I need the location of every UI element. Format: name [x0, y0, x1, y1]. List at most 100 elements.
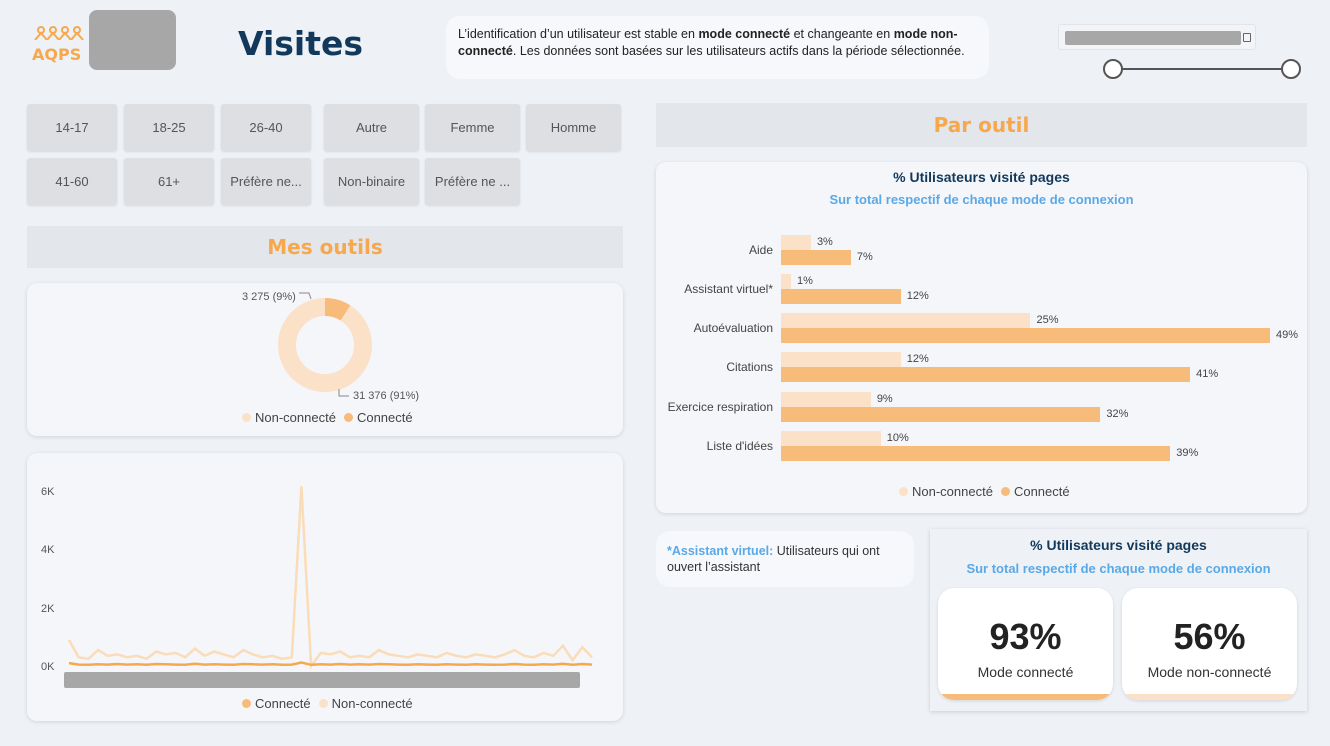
category-label: Assistant virtuel* — [684, 282, 773, 296]
bar-nonconnected[interactable] — [781, 352, 901, 367]
bar-value-label: 41% — [1196, 368, 1219, 380]
bar-value-label: 12% — [906, 290, 929, 302]
bar-nonconnected[interactable] — [781, 274, 791, 289]
date-range-inputs[interactable] — [1058, 24, 1256, 50]
slider-handle-start[interactable] — [1103, 59, 1123, 79]
line-chart — [67, 486, 593, 670]
people-icon — [34, 26, 84, 41]
series-line-nonconnected — [67, 486, 593, 670]
bar-value-label: 49% — [1276, 329, 1299, 341]
bar-nonconnected[interactable] — [781, 313, 1031, 328]
leader-line-small — [299, 292, 312, 300]
logo: AQPS — [32, 26, 88, 64]
legend-label-connected: Connecté — [255, 696, 311, 711]
legend-dot-nonconnected — [242, 413, 251, 422]
kpi-value-nonconnected: 56% — [1173, 616, 1246, 657]
kpi-card-nonconnected: 56% Mode non-connecté — [1122, 588, 1297, 700]
donut-label-nonconnected: 31 376 (91%) — [353, 390, 420, 402]
donut-slice-nonconnected — [278, 298, 372, 392]
redacted-image — [89, 10, 176, 70]
legend-dot-connected — [343, 413, 353, 422]
bar-connected[interactable] — [781, 446, 1171, 461]
y-tick-2k: 2K — [41, 603, 55, 615]
info-bold-2: mode non-connecté — [458, 27, 958, 58]
redacted-dates — [1065, 31, 1241, 45]
kpi-bar-connected — [938, 694, 1113, 700]
bar-value-label: 10% — [886, 432, 909, 444]
leader-line-large — [338, 389, 349, 397]
bar-connected[interactable] — [781, 289, 901, 304]
filter-gender-femme[interactable]: Femme — [425, 104, 520, 151]
info-text-2: et changeante en — [790, 27, 894, 41]
donut-legend: Non-connecté Connecté — [242, 410, 413, 425]
bar-value-label: 7% — [856, 251, 873, 263]
legend-dot-nonconnected — [318, 699, 328, 708]
kpi-label-connected: Mode connecté — [977, 664, 1074, 680]
slider-handle-end[interactable] — [1281, 59, 1301, 79]
bar-value-label: 12% — [906, 353, 929, 365]
category-label: Autoévaluation — [693, 321, 773, 335]
bar-value-label: 9% — [876, 393, 893, 405]
filter-age-14-17[interactable]: 14-17 — [27, 104, 117, 151]
kpi-label-nonconnected: Mode non-connecté — [1147, 664, 1272, 680]
info-text-3: . Les données sont basées sur les utilis… — [512, 44, 965, 58]
kpi-bar-nonconnected — [1122, 694, 1297, 700]
filter-age-61plus[interactable]: 61+ — [124, 158, 214, 205]
bar-chart-title: % Utilisateurs visité pages — [893, 169, 1070, 185]
line-legend: Connecté Non-connecté — [242, 696, 413, 711]
bar-nonconnected[interactable] — [781, 235, 811, 250]
filter-gender-autre[interactable]: Autre — [324, 104, 419, 151]
filter-age-18-25[interactable]: 18-25 — [124, 104, 214, 151]
bar-connected[interactable] — [781, 407, 1101, 422]
kpi-panel: % Utilisateurs visité pages Sur total re… — [930, 529, 1307, 711]
category-label: Citations — [726, 360, 773, 374]
filter-gender-non-binaire[interactable]: Non-binaire — [324, 158, 419, 205]
redacted-x-axis — [64, 672, 580, 688]
legend-dot-nonconnected — [899, 487, 908, 496]
filter-age-26-40[interactable]: 26-40 — [221, 104, 311, 151]
bar-nonconnected[interactable] — [781, 431, 881, 446]
bar-connected[interactable] — [781, 328, 1270, 343]
category-label: Aide — [748, 243, 773, 257]
y-tick-4k: 4K — [41, 544, 55, 556]
kpi-card-connected: 93% Mode connecté — [938, 588, 1113, 700]
bar-value-label: 1% — [796, 275, 813, 287]
calendar-icon[interactable] — [1243, 33, 1251, 42]
y-tick-0k: 0K — [41, 661, 55, 673]
donut-slice-connected — [278, 298, 372, 392]
filter-age-41-60[interactable]: 41-60 — [27, 158, 117, 205]
bar-connected[interactable] — [781, 367, 1191, 382]
line-chart-card: 6K 4K 2K 0K Connecté Non-connecté — [27, 453, 623, 721]
donut-chart — [278, 292, 372, 397]
bar-value-label: 3% — [816, 236, 833, 248]
bar-value-label: 39% — [1176, 447, 1199, 459]
note-bold: *Assistant virtuel: — [667, 544, 774, 558]
bar-chart-plot: Aide 3% 7% Assistant virtuel* 1% 12% Autoévalu… — [656, 162, 1307, 513]
filter-age-prefer-not[interactable]: Préfère ne... — [221, 158, 311, 205]
bar-nonconnected[interactable] — [781, 392, 871, 407]
page-title: Visites — [238, 24, 364, 63]
donut-label-connected: 3 275 (9%) — [242, 291, 296, 303]
note-text: Utilisateurs qui ont ouvert l’assistant — [667, 544, 880, 574]
kpi-subtitle: Sur total respectif de chaque mode de co… — [966, 561, 1271, 576]
info-text-1: L’identification d’un utilisateur est st… — [458, 27, 699, 41]
donut-card: 3 275 (9%) 31 376 (91%) Non-connecté Con… — [27, 283, 623, 436]
bar-chart-subtitle: Sur total respectif de chaque mode de co… — [829, 192, 1134, 207]
legend-label-nonconnected: Non-connecté — [255, 410, 336, 425]
section-header-par-outil: Par outil — [656, 103, 1307, 147]
legend-label-nonconnected: Non-connecté — [331, 696, 413, 711]
bar-connected[interactable] — [781, 250, 851, 265]
info-bold-1: mode connecté — [698, 27, 791, 41]
filter-gender-prefer-not[interactable]: Préfère ne ... — [425, 158, 520, 205]
y-tick-6k: 6K — [41, 486, 55, 498]
bar-value-label: 25% — [1036, 314, 1059, 326]
legend-label-connected: Connecté — [1013, 484, 1070, 499]
logo-text: AQPS — [32, 45, 82, 64]
filter-gender-homme[interactable]: Homme — [526, 104, 621, 151]
bar-value-label: 32% — [1106, 408, 1129, 420]
kpi-title: % Utilisateurs visité pages — [1030, 537, 1207, 553]
slider-track[interactable] — [1113, 68, 1291, 70]
info-box: L’identification d’un utilisateur est st… — [446, 16, 989, 79]
bar-chart-card: % Utilisateurs visité pages Sur total re… — [656, 162, 1307, 513]
bar-legend: Non-connecté Connecté — [899, 484, 1070, 499]
